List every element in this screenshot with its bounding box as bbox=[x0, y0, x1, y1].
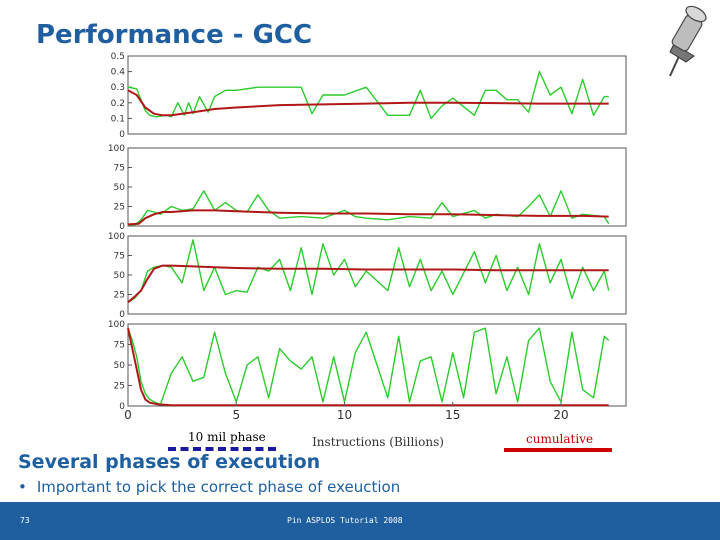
cumulative-series-line bbox=[127, 264, 609, 304]
y-tick-label: 25 bbox=[114, 203, 125, 213]
bullet-heading: Several phases of execution bbox=[18, 451, 321, 473]
y-tick-label: 100 bbox=[108, 320, 125, 330]
panel-3: 0 25 50 75 100 bbox=[108, 232, 627, 320]
x-axis-label: Instructions (Billions) bbox=[312, 435, 444, 449]
x-axis: 0 5 10 15 20 bbox=[124, 402, 569, 422]
pushpin-icon bbox=[669, 5, 707, 77]
bullet-text: Important to pick the correct phase of e… bbox=[36, 478, 401, 496]
footer-text: Pin ASPLOS Tutorial 2008 bbox=[287, 516, 403, 525]
bullet-dot-icon: • bbox=[18, 478, 27, 496]
y-tick-label: 50 bbox=[114, 361, 126, 371]
x-tick-label: 5 bbox=[232, 408, 240, 422]
x-tick-label: 0 bbox=[124, 408, 132, 422]
y-tick-label: 0.2 bbox=[111, 99, 125, 109]
panel-4: 0 25 50 75 100 bbox=[108, 320, 627, 412]
y-tick-label: 0.1 bbox=[111, 114, 125, 124]
footer-bar: 73 Pin ASPLOS Tutorial 2008 bbox=[0, 502, 720, 540]
phase-chart: 00.10.20.30.40.5025507510002550751000255… bbox=[108, 52, 627, 449]
panel-frame bbox=[127, 235, 627, 315]
y-tick-label: 0 bbox=[119, 402, 125, 412]
x-tick-label: 10 bbox=[337, 408, 352, 422]
phase-series-line bbox=[127, 327, 610, 406]
panel-1: 0 0.1 0.2 0.3 0.4 0.5 bbox=[111, 52, 627, 140]
y-tick-label: 100 bbox=[108, 144, 125, 154]
y-tick-label: 75 bbox=[114, 164, 125, 174]
phase-legend-label: 10 mil phase bbox=[188, 430, 266, 444]
cumulative-series-line bbox=[127, 327, 609, 407]
y-tick-label: 75 bbox=[114, 252, 125, 262]
phase-series-line bbox=[127, 190, 610, 226]
y-tick-label: 50 bbox=[114, 183, 126, 193]
y-tick-label: 0 bbox=[119, 222, 125, 232]
y-tick-label: 0.5 bbox=[111, 52, 125, 62]
cumulative-series-line bbox=[127, 89, 609, 117]
x-tick-label: 15 bbox=[445, 408, 460, 422]
y-tick-label: 0.4 bbox=[111, 68, 126, 78]
phase-legend-swatch bbox=[168, 447, 276, 451]
cumulative-legend-label: cumulative bbox=[526, 432, 594, 446]
y-tick-label: 0 bbox=[119, 310, 125, 320]
slide-title: Performance - GCC bbox=[36, 20, 313, 50]
x-tick-label: 20 bbox=[553, 408, 568, 422]
cumulative-series-line bbox=[127, 209, 609, 226]
y-tick-label: 50 bbox=[114, 271, 126, 281]
cumulative-legend-swatch bbox=[504, 448, 612, 452]
phase-series-line bbox=[127, 239, 610, 303]
y-tick-label: 0 bbox=[119, 130, 125, 140]
y-tick-label: 25 bbox=[114, 291, 125, 301]
panel-2: 0 25 50 75 100 bbox=[108, 144, 627, 232]
panel-frame bbox=[127, 55, 627, 135]
chart-panels: 00.10.20.30.40.5025507510002550751000255… bbox=[108, 52, 627, 412]
bullet-item: • Important to pick the correct phase of … bbox=[18, 478, 400, 496]
y-tick-label: 0.3 bbox=[111, 83, 125, 93]
y-tick-label: 75 bbox=[114, 341, 125, 351]
y-tick-label: 100 bbox=[108, 232, 125, 242]
page-number: 73 bbox=[20, 516, 30, 525]
y-tick-label: 25 bbox=[114, 382, 125, 392]
